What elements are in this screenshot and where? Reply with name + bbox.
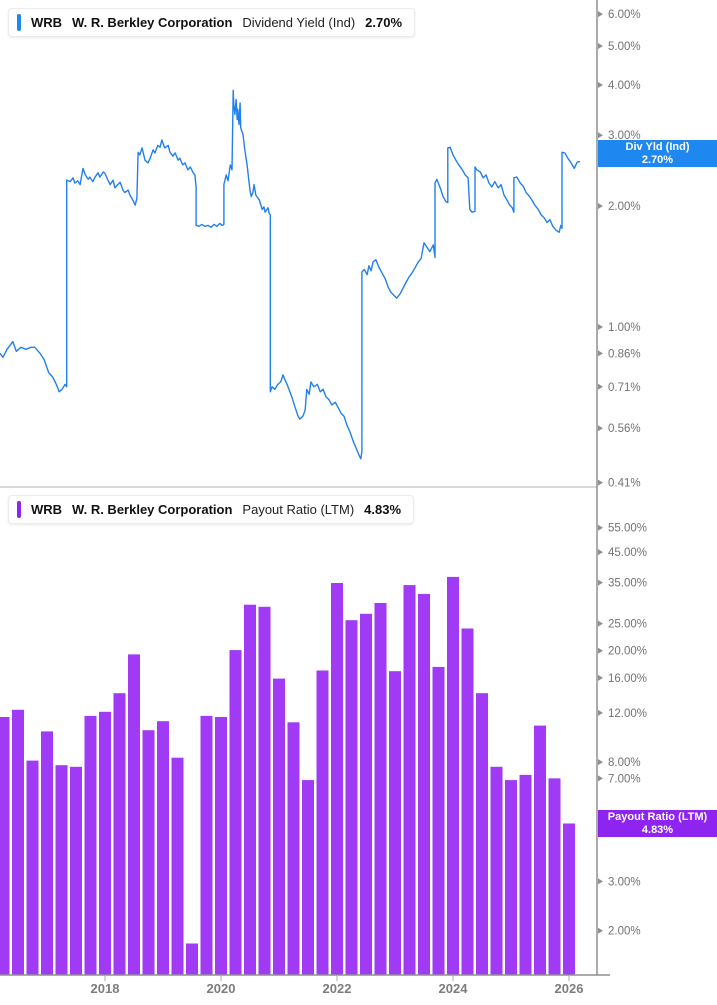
svg-text:0.86%: 0.86% — [608, 348, 641, 360]
svg-text:2.00%: 2.00% — [608, 926, 641, 938]
axis-badge-value: 2.70% — [641, 153, 674, 166]
ticker-symbol: WRB — [31, 502, 63, 517]
svg-text:0.41%: 0.41% — [608, 478, 641, 490]
axis-badge-label: Payout Ratio (LTM) — [607, 811, 708, 823]
svg-text:2020: 2020 — [207, 981, 236, 996]
metric-value: 4.83% — [364, 502, 402, 517]
svg-text:3.00%: 3.00% — [608, 130, 641, 142]
company-name: W. R. Berkley Corporation — [72, 502, 233, 517]
svg-text:20.00%: 20.00% — [608, 646, 647, 658]
axis-badge-value: 4.83% — [641, 823, 674, 836]
svg-text:6.00%: 6.00% — [608, 9, 641, 21]
svg-text:35.00%: 35.00% — [608, 578, 647, 590]
svg-text:2024: 2024 — [439, 981, 469, 996]
ticker-symbol: WRB — [31, 15, 63, 30]
series-accent-bar-blue — [17, 14, 21, 31]
svg-text:4.00%: 4.00% — [608, 80, 641, 92]
payout-axis-badge: Payout Ratio (LTM) 4.83% — [598, 810, 717, 837]
metric-value: 2.70% — [365, 15, 403, 30]
svg-text:2022: 2022 — [323, 981, 352, 996]
legend-payout-ratio[interactable]: WRB W. R. Berkley Corporation Payout Rat… — [8, 495, 415, 524]
svg-text:7.00%: 7.00% — [608, 773, 641, 785]
svg-text:2.00%: 2.00% — [608, 201, 641, 213]
svg-text:55.00%: 55.00% — [608, 523, 647, 535]
svg-text:3.00%: 3.00% — [608, 876, 641, 888]
svg-text:45.00%: 45.00% — [608, 547, 647, 559]
metric-name: Payout Ratio (LTM) — [242, 502, 355, 517]
svg-text:0.56%: 0.56% — [608, 423, 641, 435]
svg-text:8.00%: 8.00% — [608, 757, 641, 769]
svg-text:12.00%: 12.00% — [608, 708, 647, 720]
svg-text:2018: 2018 — [91, 981, 120, 996]
svg-text:25.00%: 25.00% — [608, 619, 647, 631]
svg-text:16.00%: 16.00% — [608, 673, 647, 685]
legend-dividend-yield[interactable]: WRB W. R. Berkley Corporation Dividend Y… — [8, 8, 416, 37]
company-name: W. R. Berkley Corporation — [72, 15, 233, 30]
axis-badge-label: Div Yld (Ind) — [625, 141, 690, 153]
svg-text:5.00%: 5.00% — [608, 41, 641, 53]
metric-name: Dividend Yield (Ind) — [242, 15, 356, 30]
svg-text:1.00%: 1.00% — [608, 322, 641, 334]
svg-text:0.71%: 0.71% — [608, 382, 641, 394]
div-yield-axis-badge: Div Yld (Ind) 2.70% — [598, 140, 717, 167]
svg-text:2026: 2026 — [555, 981, 584, 996]
series-accent-bar-purple — [17, 501, 21, 518]
